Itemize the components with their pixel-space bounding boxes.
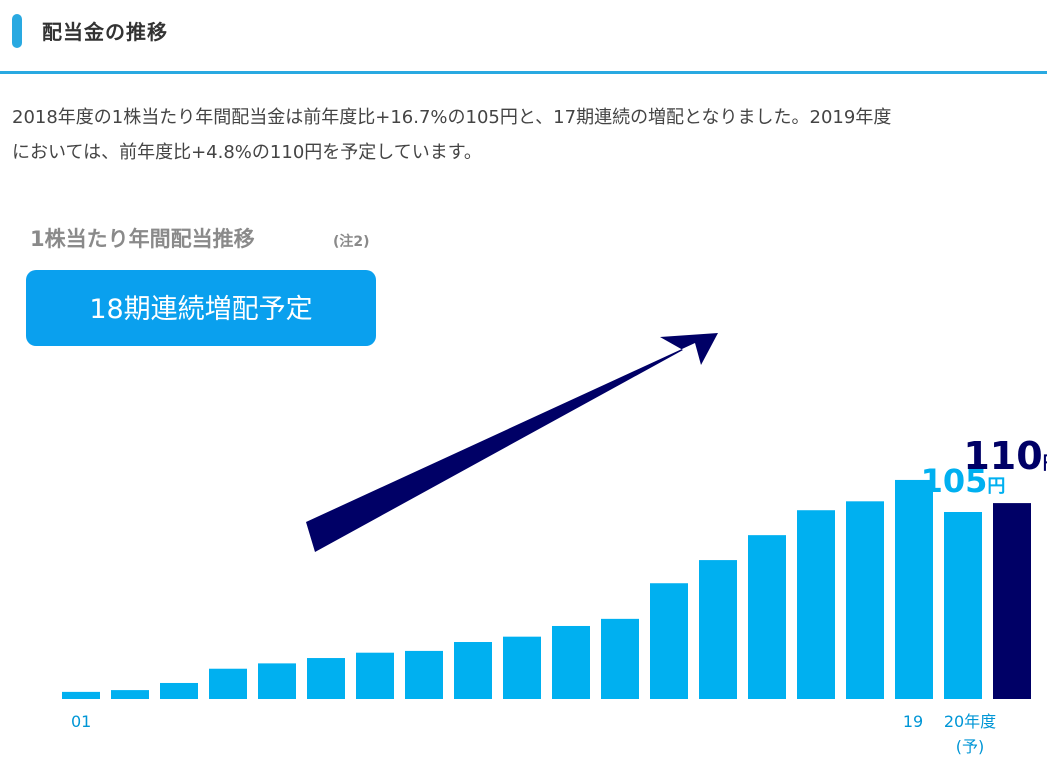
data-label-group: 105円110円	[921, 434, 1047, 500]
data-label-unit: 円	[1043, 453, 1047, 474]
streak-badge-text: 18期連続増配予定	[89, 294, 312, 325]
section-title: 配当金の推移	[42, 20, 168, 44]
data-label-number: 105	[921, 462, 988, 500]
description: 2018年度の1株当たり年間配当金は前年度比+16.7%の105円と、17期連続…	[12, 100, 1042, 170]
description-line-1: 2018年度の1株当たり年間配当金は前年度比+16.7%の105円と、17期連続…	[12, 107, 892, 128]
streak-badge-background	[26, 270, 376, 346]
tick-label-forecast-marker: (予)	[956, 737, 985, 756]
bar-14	[699, 560, 737, 699]
tick-label-19: 19	[903, 712, 923, 731]
bar-04	[209, 668, 247, 699]
bar-13	[650, 583, 688, 699]
bar-09	[454, 642, 492, 699]
bar-16	[797, 510, 835, 699]
bar-07	[356, 652, 394, 699]
tick-label-01: 01	[71, 712, 91, 731]
data-label-20年度(予): 110円	[963, 434, 1047, 478]
header-accent-bar	[12, 14, 22, 48]
streak-badge: 18期連続増配予定	[26, 270, 376, 346]
bar-01	[62, 691, 100, 699]
dividend-chart: 1株当たり年間配当推移 (注2) 18期連続増配予定 105円110円 01 1…	[26, 227, 1047, 756]
data-label-19: 105円	[921, 462, 1006, 500]
description-line-2: においては、前年度比+4.8%の110円を予定しています。	[12, 142, 482, 163]
bar-11	[552, 625, 590, 699]
bar-06	[307, 658, 345, 699]
section-header: 配当金の推移	[0, 0, 1047, 74]
bar-03	[160, 682, 198, 699]
bar-12	[601, 618, 639, 699]
chart-title-note: (注2)	[333, 233, 370, 250]
bar-18	[895, 479, 933, 699]
chart-title: 1株当たり年間配当推移	[30, 227, 255, 251]
bar-17	[846, 501, 884, 699]
bar-group	[62, 479, 1031, 699]
data-label-unit: 円	[987, 476, 1005, 497]
tick-label-20-forecast: 20年度	[944, 712, 996, 731]
data-label-number: 110	[963, 434, 1042, 478]
growth-arrow-icon	[306, 333, 718, 552]
bar-19	[944, 512, 982, 699]
bar-05	[258, 663, 296, 699]
bar-10	[503, 636, 541, 699]
bar-15	[748, 535, 786, 699]
bar-08	[405, 650, 443, 699]
bar-02	[111, 690, 149, 699]
bar-20年度(予)	[993, 503, 1031, 699]
